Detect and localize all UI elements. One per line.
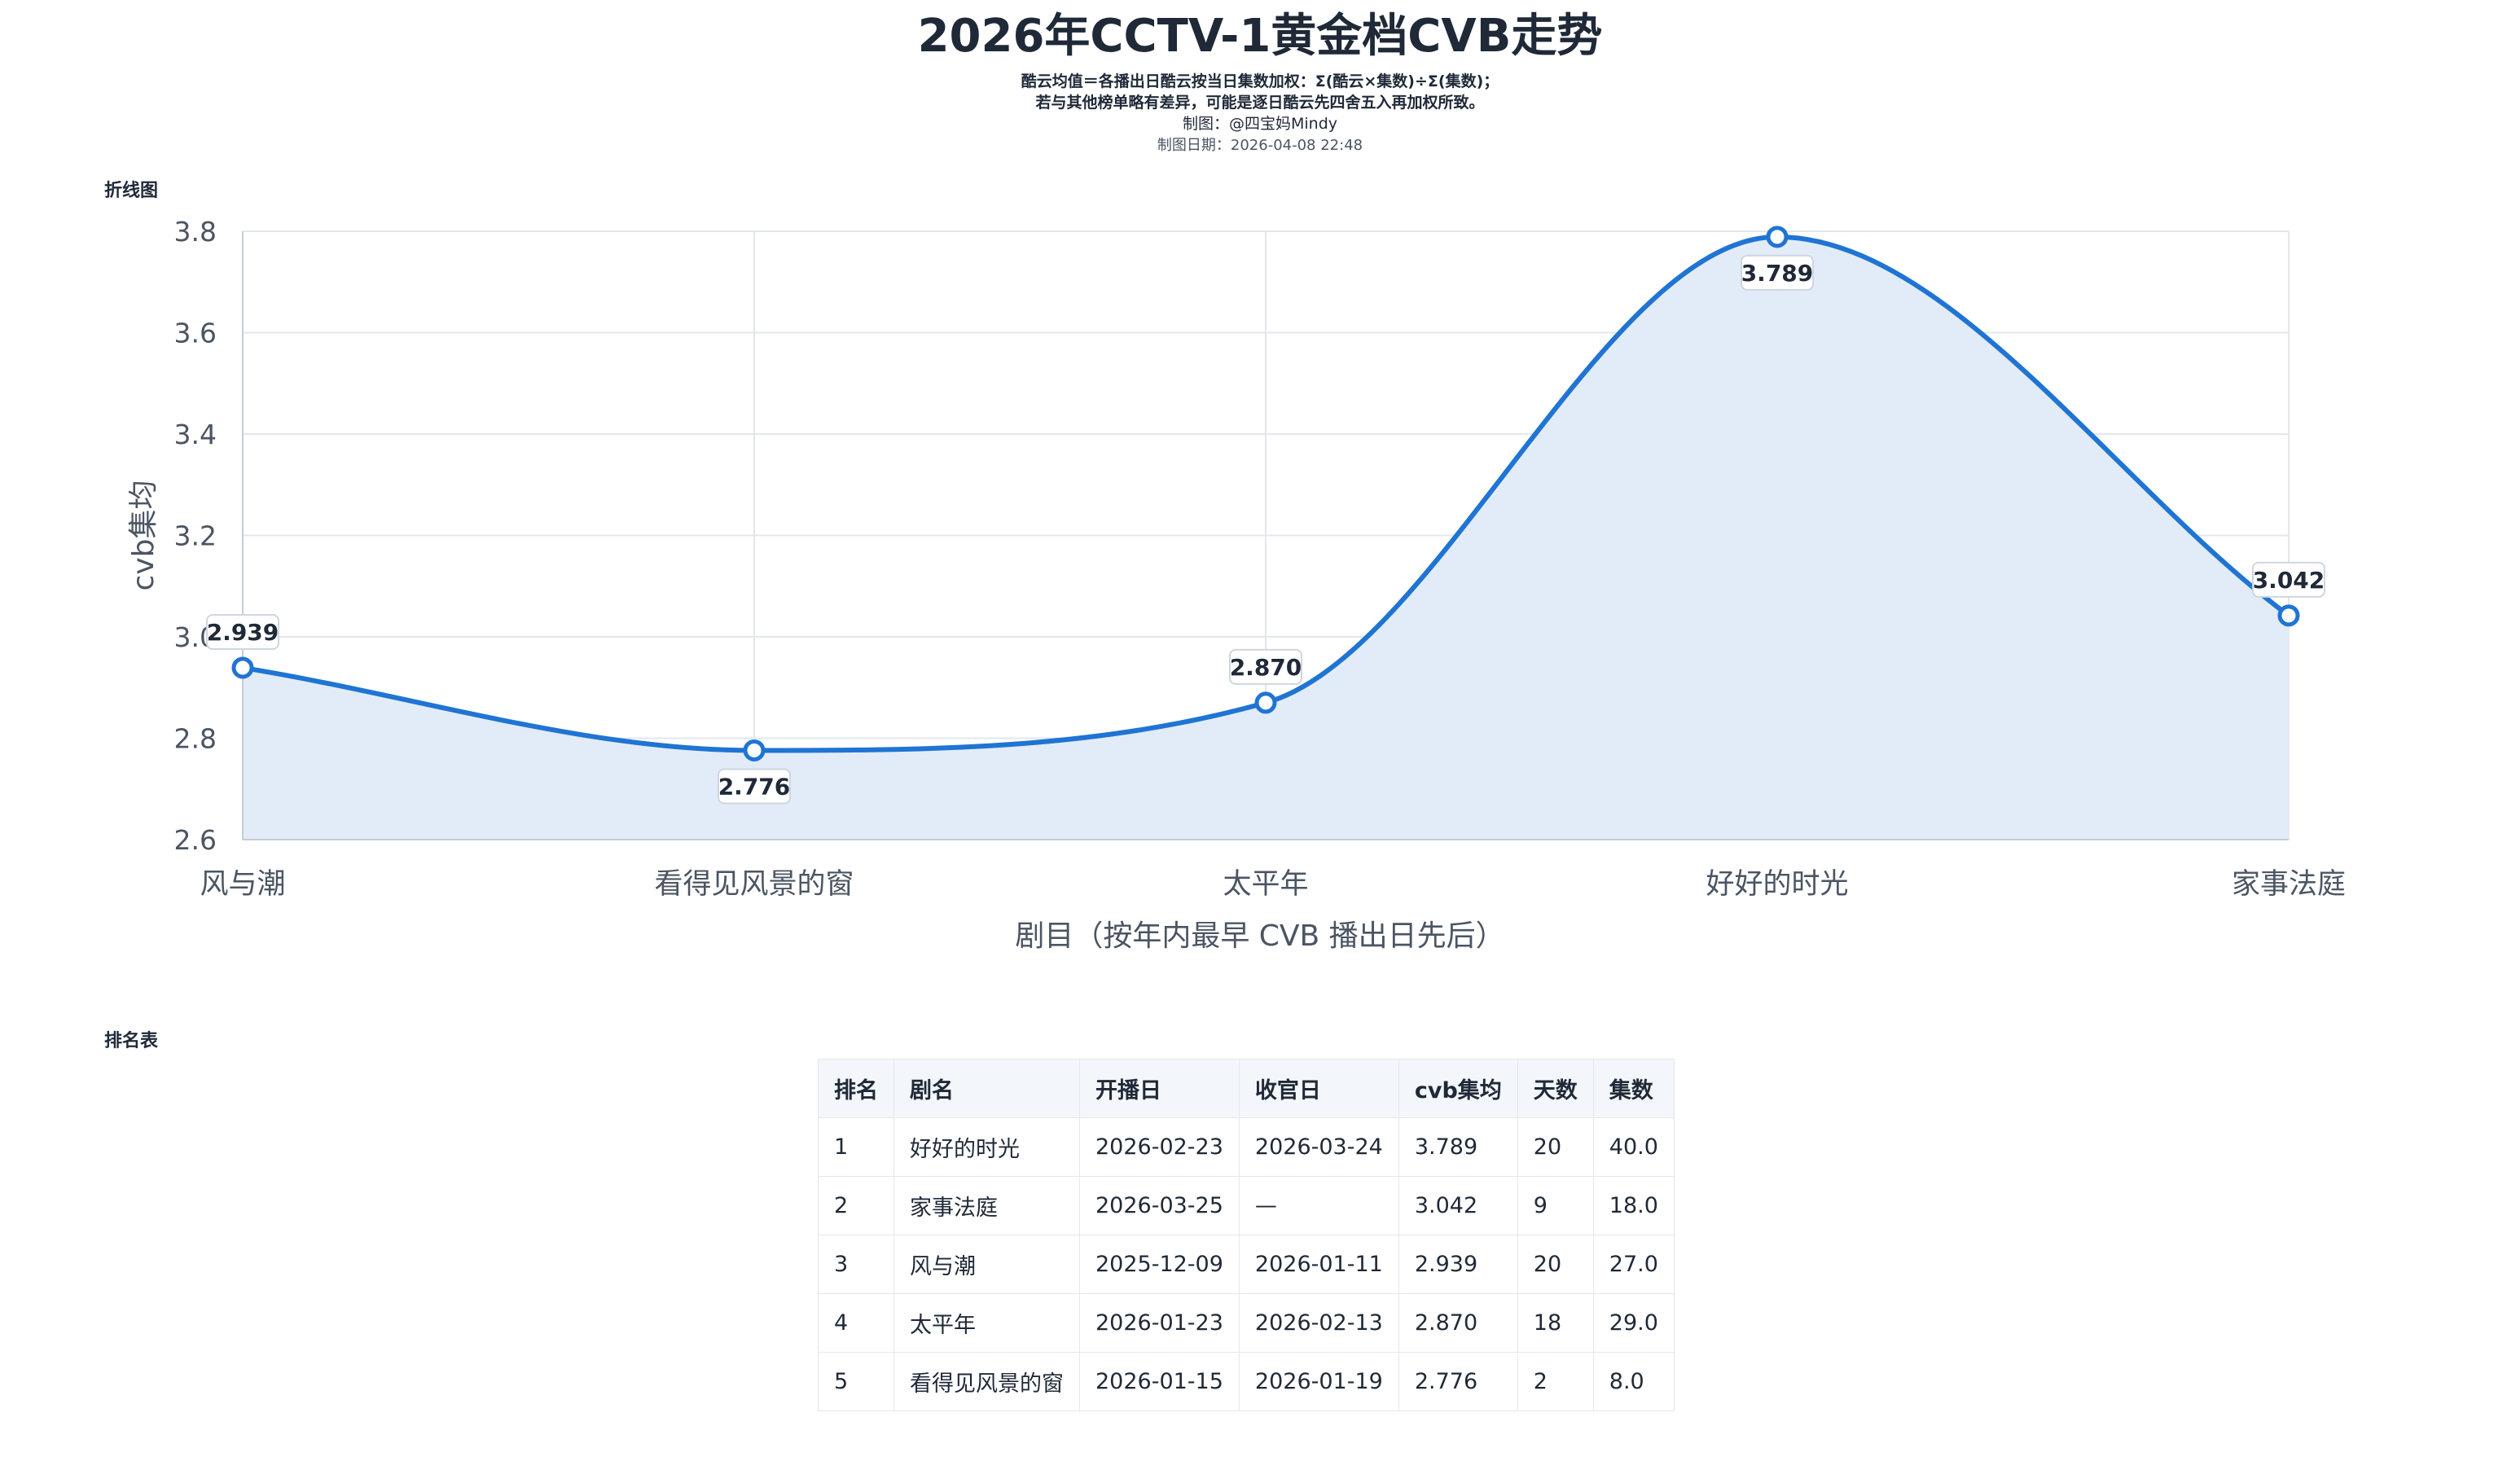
table-header-row: 排名 剧名 开播日 收官日 cvb集均 天数 集数 — [818, 1059, 1675, 1118]
data-label-box — [1741, 254, 1814, 291]
chart-title: 2026年CCTV-1黄金档CVB走势 — [917, 10, 1603, 63]
cell-title: 风与潮 — [893, 1235, 1080, 1294]
cell-days: 2 — [1517, 1352, 1594, 1411]
cell-start-date: 2026-01-15 — [1079, 1352, 1240, 1411]
cell-days: 9 — [1517, 1176, 1594, 1235]
cell-end-date: 2026-03-24 — [1238, 1117, 1399, 1177]
subtitle-formula: 酷云均值＝各播出日酷云按当日集数加权：Σ(酷云×集数)÷Σ(集数)； — [1021, 72, 1499, 90]
y-tick-label: 3.8 — [174, 216, 217, 248]
x-tick-label: 风与潮 — [200, 868, 285, 901]
y-axis-title: cvb集均 — [127, 480, 160, 591]
data-point — [743, 739, 766, 761]
ranking-table: 排名 剧名 开播日 收官日 cvb集均 天数 集数 1 好好的时光 2026-0… — [818, 1059, 1675, 1411]
subtitle-note: 若与其他榜单略有差异，可能是逐日酷云先四舍五入再加权所致。 — [1035, 94, 1485, 112]
data-label: 3.042 — [2253, 567, 2325, 594]
line-chart-section-label: 折线图 — [104, 181, 159, 201]
cell-end-date: 2026-01-11 — [1238, 1235, 1399, 1294]
cell-cvb-avg: 2.870 — [1398, 1293, 1518, 1353]
cell-cvb-avg: 3.789 — [1398, 1117, 1518, 1177]
x-tick-label: 看得见风景的窗 — [654, 868, 854, 901]
cell-days: 20 — [1517, 1117, 1594, 1177]
y-tick-label: 3.4 — [174, 419, 217, 450]
cell-end-date: 2026-02-13 — [1238, 1293, 1399, 1353]
header-rank[interactable]: 排名 — [818, 1059, 894, 1118]
x-axis-title: 剧目（按年内最早 CVB 播出日先后） — [1015, 919, 1504, 953]
cell-episodes: 40.0 — [1592, 1117, 1675, 1177]
data-point — [1766, 226, 1789, 248]
table-row: 4 太平年 2026-01-23 2026-02-13 2.870 18 29.… — [818, 1293, 1675, 1353]
y-tick-label: 3.2 — [174, 520, 217, 552]
header-cvb-avg[interactable]: cvb集均 — [1398, 1059, 1518, 1118]
header-days[interactable]: 天数 — [1517, 1059, 1594, 1118]
y-tick-label: 2.8 — [174, 723, 217, 755]
cell-start-date: 2026-03-25 — [1079, 1176, 1240, 1235]
series-line — [242, 234, 2290, 753]
cell-title: 太平年 — [893, 1293, 1080, 1353]
x-tick-label: 家事法庭 — [2232, 868, 2346, 901]
cell-cvb-avg: 2.939 — [1398, 1235, 1518, 1294]
header-start-date[interactable]: 开播日 — [1079, 1059, 1240, 1118]
cell-end-date: — — [1238, 1176, 1399, 1235]
cell-rank: 2 — [818, 1176, 894, 1235]
area-fill — [243, 236, 2289, 840]
author-credit: 制图：@四宝妈Mindy — [1182, 115, 1338, 133]
cell-episodes: 29.0 — [1592, 1293, 1675, 1353]
table-row: 3 风与潮 2025-12-09 2026-01-11 2.939 20 27.… — [818, 1235, 1675, 1294]
cell-title: 好好的时光 — [893, 1117, 1080, 1177]
header-episodes[interactable]: 集数 — [1592, 1059, 1675, 1118]
data-point — [2277, 604, 2300, 627]
data-label-box — [206, 613, 279, 650]
data-label-box — [718, 768, 791, 805]
cell-start-date: 2026-02-23 — [1079, 1117, 1240, 1177]
table-row: 5 看得见风景的窗 2026-01-15 2026-01-19 2.776 2 … — [818, 1352, 1675, 1411]
cell-end-date: 2026-01-19 — [1238, 1352, 1399, 1411]
x-tick-label: 太平年 — [1223, 868, 1308, 901]
data-label: 2.870 — [1230, 654, 1302, 681]
cell-cvb-avg: 3.042 — [1398, 1176, 1518, 1235]
data-point — [1254, 691, 1277, 714]
header-title[interactable]: 剧名 — [893, 1059, 1080, 1118]
cell-rank: 1 — [818, 1117, 894, 1177]
cell-days: 20 — [1517, 1235, 1594, 1294]
cell-start-date: 2026-01-23 — [1079, 1293, 1240, 1353]
cell-days: 18 — [1517, 1293, 1594, 1353]
cell-start-date: 2025-12-09 — [1079, 1235, 1240, 1294]
line-chart: 2.62.83.03.23.43.63.8风与潮 看得见风景的窗 太平年 好好的时光家… — [127, 216, 2346, 953]
header-end-date[interactable]: 收官日 — [1238, 1059, 1399, 1118]
data-point — [231, 656, 254, 679]
cell-rank: 5 — [818, 1352, 894, 1411]
data-label-box — [1229, 648, 1302, 685]
y-tick-label: 2.6 — [174, 824, 217, 856]
cell-title: 家事法庭 — [893, 1176, 1080, 1235]
cell-episodes: 18.0 — [1592, 1176, 1675, 1235]
ranking-table-section-label: 排名表 — [104, 1031, 159, 1051]
table-row: 2 家事法庭 2026-03-25 — 3.042 9 18.0 — [818, 1176, 1675, 1235]
y-tick-label: 3.6 — [174, 318, 217, 349]
table-row: 1 好好的时光 2026-02-23 2026-03-24 3.789 20 4… — [818, 1117, 1675, 1177]
cell-rank: 3 — [818, 1235, 894, 1294]
chart-date: 制图日期：2026-04-08 22:48 — [1157, 137, 1363, 154]
data-label: 3.789 — [1741, 260, 1814, 287]
data-label: 2.776 — [718, 773, 791, 800]
cell-title: 看得见风景的窗 — [893, 1352, 1080, 1411]
cell-rank: 4 — [818, 1293, 894, 1353]
data-label-box — [2252, 561, 2325, 598]
cell-episodes: 27.0 — [1592, 1235, 1675, 1294]
x-tick-label: 好好的时光 — [1706, 868, 1848, 901]
cell-episodes: 8.0 — [1592, 1352, 1675, 1411]
data-label: 2.939 — [207, 619, 279, 646]
cell-cvb-avg: 2.776 — [1398, 1352, 1518, 1411]
